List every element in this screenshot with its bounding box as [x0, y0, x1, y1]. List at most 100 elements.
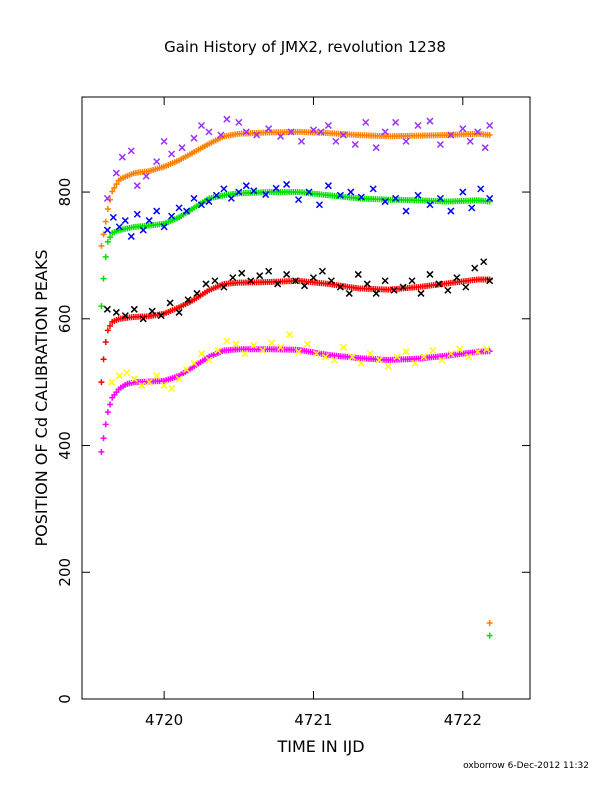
- data-point: [324, 182, 332, 190]
- data-point: [466, 137, 474, 145]
- data-point: [436, 140, 444, 149]
- data-point: [168, 150, 176, 158]
- data-point: [160, 223, 168, 231]
- data-point: [414, 121, 422, 130]
- data-point: [486, 277, 494, 285]
- data-point: [286, 331, 294, 339]
- data-point: [411, 359, 419, 367]
- series-1: [103, 115, 494, 202]
- data-point: [295, 348, 303, 356]
- data-point: [130, 375, 138, 383]
- data-point: [357, 359, 365, 367]
- data-point: [447, 207, 455, 215]
- data-point: [277, 343, 285, 351]
- data-point: [339, 343, 347, 351]
- fit-point: [102, 421, 109, 428]
- data-point: [212, 191, 220, 199]
- data-point: [157, 312, 165, 320]
- data-point: [115, 223, 123, 231]
- x-axis-label: TIME IN IJD: [276, 737, 364, 756]
- fit-point: [100, 435, 107, 442]
- data-point: [390, 286, 398, 294]
- data-point: [235, 188, 243, 196]
- data-point: [402, 207, 410, 215]
- data-point: [223, 115, 231, 123]
- data-point: [474, 128, 482, 136]
- data-point: [108, 378, 116, 386]
- fit-point: [109, 188, 116, 195]
- data-point: [297, 137, 306, 145]
- data-point: [256, 272, 264, 280]
- data-point: [112, 169, 120, 177]
- x-axis-ticks: 4720 4721 4722: [145, 97, 482, 729]
- data-point: [220, 185, 228, 193]
- fit-point: [98, 242, 105, 249]
- data-point: [393, 353, 401, 361]
- data-point: [318, 267, 326, 275]
- data-point: [283, 270, 291, 278]
- series-7: [108, 331, 491, 393]
- data-point: [375, 356, 383, 364]
- data-point: [315, 201, 323, 209]
- data-point: [486, 121, 494, 130]
- series-3: [103, 180, 494, 240]
- data-point: [112, 308, 120, 316]
- x-tick-label: 4721: [294, 711, 332, 729]
- data-point: [220, 283, 228, 291]
- data-point: [166, 299, 174, 307]
- data-point: [381, 277, 389, 285]
- data-point: [211, 277, 219, 285]
- data-point: [447, 350, 455, 358]
- data-point: [426, 117, 434, 125]
- data-point: [277, 132, 285, 140]
- data-point: [426, 270, 434, 278]
- data-point: [429, 346, 437, 355]
- data-point: [462, 283, 470, 291]
- data-point: [324, 121, 332, 130]
- data-point: [259, 346, 267, 355]
- data-point: [133, 182, 141, 190]
- fit-point: [107, 322, 114, 329]
- data-point: [372, 144, 380, 152]
- data-point: [309, 126, 317, 134]
- data-point: [417, 289, 425, 297]
- data-point: [205, 356, 213, 364]
- data-point: [168, 212, 176, 220]
- data-point: [133, 210, 141, 218]
- data-point: [250, 187, 258, 195]
- fit-point: [113, 181, 120, 188]
- data-point: [347, 188, 355, 196]
- data-point: [190, 194, 198, 202]
- data-point: [354, 270, 362, 278]
- data-point: [309, 274, 317, 282]
- data-point: [474, 348, 482, 356]
- data-point: [197, 350, 205, 358]
- data-point: [121, 217, 129, 225]
- data-point: [139, 315, 147, 323]
- data-point: [272, 184, 280, 192]
- data-point: [303, 340, 312, 348]
- data-point: [190, 134, 198, 142]
- data-point: [372, 289, 380, 297]
- data-point: [262, 191, 270, 199]
- fit-point: [111, 184, 118, 191]
- data-point: [292, 277, 300, 285]
- data-point: [265, 267, 273, 275]
- data-point: [197, 201, 205, 209]
- fit-point: [104, 409, 111, 416]
- data-point: [202, 280, 210, 288]
- data-point: [321, 353, 329, 361]
- data-point: [381, 198, 389, 206]
- x-tick-label: 4720: [145, 711, 183, 729]
- fit-point: [102, 218, 109, 225]
- data-point: [336, 191, 344, 199]
- data-point: [408, 277, 416, 285]
- y-tick-label: 400: [56, 431, 74, 460]
- data-point: [327, 277, 335, 285]
- x-tick-label: 4722: [444, 711, 482, 729]
- data-point: [351, 140, 359, 149]
- data-point: [250, 341, 258, 349]
- data-point: [217, 131, 225, 139]
- data-point: [312, 350, 320, 358]
- data-point: [295, 196, 303, 204]
